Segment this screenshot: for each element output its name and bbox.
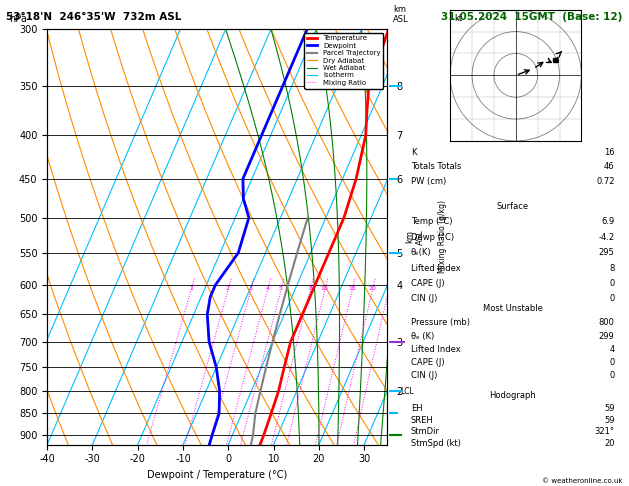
Text: 8: 8	[308, 286, 312, 291]
Text: 0.72: 0.72	[596, 177, 615, 186]
Text: Lifted Index: Lifted Index	[411, 345, 460, 354]
Text: 4: 4	[610, 345, 615, 354]
Text: km
ASL: km ASL	[393, 5, 409, 24]
Text: 0: 0	[610, 358, 615, 367]
Legend: Temperature, Dewpoint, Parcel Trajectory, Dry Adiabat, Wet Adiabat, Isotherm, Mi: Temperature, Dewpoint, Parcel Trajectory…	[304, 33, 383, 88]
Text: 1: 1	[189, 286, 192, 291]
Text: 295: 295	[599, 248, 615, 257]
Text: LCL: LCL	[401, 387, 414, 396]
Text: 0: 0	[610, 279, 615, 288]
Text: 2: 2	[226, 286, 230, 291]
Text: PW (cm): PW (cm)	[411, 177, 446, 186]
Text: 0: 0	[610, 295, 615, 303]
Y-axis label: km
ASL: km ASL	[406, 229, 425, 245]
Text: Hodograph: Hodograph	[489, 391, 536, 400]
Text: -4.2: -4.2	[598, 233, 615, 242]
Text: CIN (J): CIN (J)	[411, 371, 437, 380]
Text: 5: 5	[279, 286, 282, 291]
Text: Temp (°C): Temp (°C)	[411, 217, 452, 226]
Text: θₑ (K): θₑ (K)	[411, 331, 434, 341]
Text: 6.9: 6.9	[601, 217, 615, 226]
Text: θₑ(K): θₑ(K)	[411, 248, 431, 257]
Text: 46: 46	[604, 162, 615, 171]
Text: 299: 299	[599, 331, 615, 341]
Text: 31.05.2024  15GMT  (Base: 12): 31.05.2024 15GMT (Base: 12)	[442, 12, 623, 22]
Text: kt: kt	[455, 14, 463, 23]
Text: StmDir: StmDir	[411, 427, 440, 436]
Text: Most Unstable: Most Unstable	[482, 304, 543, 313]
Text: 16: 16	[604, 148, 615, 156]
Text: Totals Totals: Totals Totals	[411, 162, 461, 171]
Text: 800: 800	[599, 318, 615, 328]
Text: 10: 10	[321, 286, 328, 291]
Text: 4: 4	[265, 286, 269, 291]
Text: 8: 8	[609, 263, 615, 273]
Text: CAPE (J): CAPE (J)	[411, 279, 444, 288]
Text: Surface: Surface	[496, 202, 529, 211]
Text: Dewp (°C): Dewp (°C)	[411, 233, 454, 242]
Text: CAPE (J): CAPE (J)	[411, 358, 444, 367]
Text: SREH: SREH	[411, 416, 433, 425]
Text: 0: 0	[610, 371, 615, 380]
Text: hPa: hPa	[9, 14, 27, 24]
Text: EH: EH	[411, 404, 422, 413]
Text: 53°18'N  246°35'W  732m ASL: 53°18'N 246°35'W 732m ASL	[6, 12, 182, 22]
Text: 20: 20	[604, 439, 615, 448]
Text: K: K	[411, 148, 416, 156]
Text: 15: 15	[348, 286, 356, 291]
Text: Pressure (mb): Pressure (mb)	[411, 318, 470, 328]
Text: CIN (J): CIN (J)	[411, 295, 437, 303]
Text: 20: 20	[369, 286, 376, 291]
Text: StmSpd (kt): StmSpd (kt)	[411, 439, 460, 448]
Text: 59: 59	[604, 404, 615, 413]
Text: Lifted Index: Lifted Index	[411, 263, 460, 273]
Text: 59: 59	[604, 416, 615, 425]
Text: © weatheronline.co.uk: © weatheronline.co.uk	[542, 478, 623, 484]
Text: Mixing Ratio (g/kg): Mixing Ratio (g/kg)	[438, 200, 447, 274]
Text: 3: 3	[248, 286, 252, 291]
X-axis label: Dewpoint / Temperature (°C): Dewpoint / Temperature (°C)	[147, 470, 287, 480]
Text: 321°: 321°	[594, 427, 615, 436]
